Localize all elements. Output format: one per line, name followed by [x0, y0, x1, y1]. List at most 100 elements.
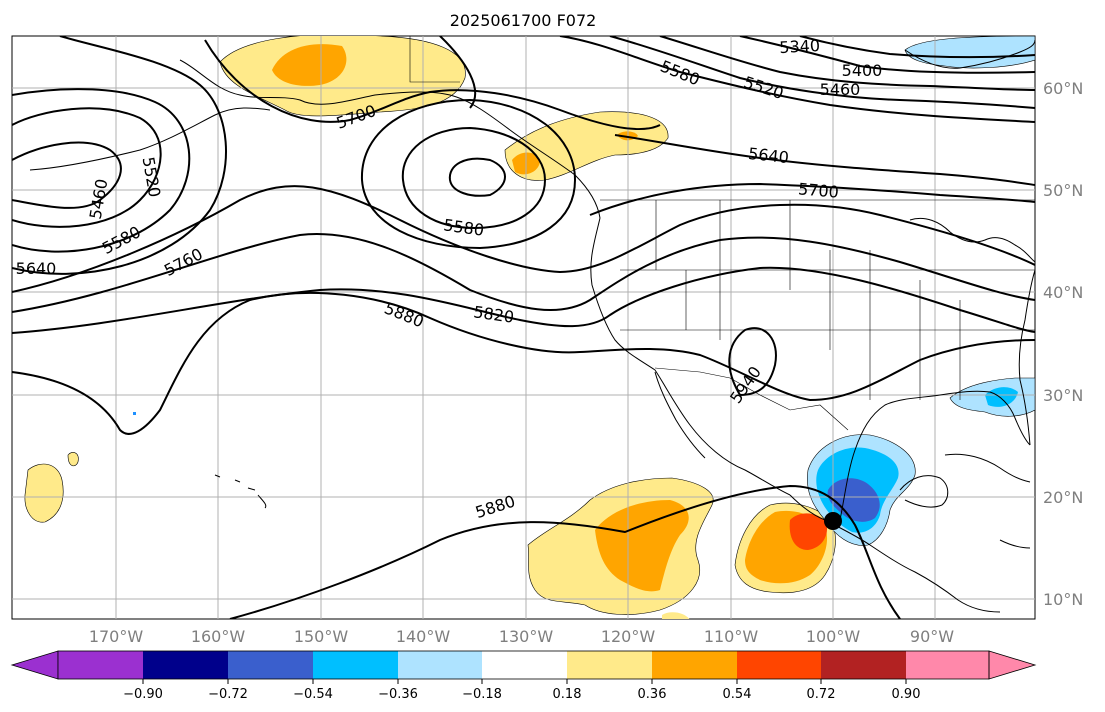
contour-line: [12, 185, 1035, 293]
contour-line: [12, 107, 162, 228]
map-panel: 5340 5400 5460 5520 5580 5640 5700 5460 …: [11, 35, 1036, 620]
us-mexico-border: [654, 367, 849, 431]
atlantic-coast: [1018, 269, 1035, 446]
state-lines: [620, 200, 1035, 400]
contour-line: [12, 36, 227, 275]
colorbar-bin: [313, 651, 399, 679]
lat-label: 60°N: [1043, 79, 1083, 98]
alaska-canada-border: [409, 36, 460, 83]
contour-line: [559, 36, 1035, 123]
colorbar-tick-label: −0.18: [462, 687, 502, 702]
colorbar-bin: [143, 651, 229, 679]
colorbar-tick-label: 0.54: [723, 687, 752, 702]
lon-label: 130°W: [499, 627, 554, 646]
contour-line: [12, 88, 191, 253]
coastlines: [29, 39, 1035, 613]
lon-label: 160°W: [191, 627, 246, 646]
contour-label: 5340: [779, 36, 821, 57]
contour-line: [609, 36, 1035, 109]
colorbar-bin: [228, 651, 314, 679]
anomaly-shading: [24, 36, 1035, 619]
hispaniola: [999, 539, 1031, 549]
anomaly-positive-small-south: [662, 612, 690, 619]
contour-label: 5640: [16, 259, 57, 278]
political-borders: [409, 36, 1035, 431]
colorbar-bin: [58, 651, 144, 679]
mexico-south-coast: [789, 494, 1001, 613]
contour-label: 5640: [747, 144, 789, 167]
contour-line: [360, 98, 577, 250]
lon-label: 90°W: [910, 627, 954, 646]
lon-label: 140°W: [396, 627, 451, 646]
contour-line: [799, 36, 1035, 59]
colorbar-ticks: [142, 679, 907, 684]
alaska-coast: [179, 59, 601, 219]
anomaly-strong-positive-mexico: [789, 513, 828, 550]
anomaly-negative-florida-core: [985, 387, 1018, 407]
colorbar-bin: [398, 651, 483, 679]
na-west-coast: [590, 217, 791, 496]
small-blue-dot: [133, 412, 136, 415]
baja-california: [654, 371, 706, 459]
height-contours: [12, 36, 1035, 619]
colorbar-bin: [821, 651, 907, 679]
anomaly-positive-west-pacific: [24, 463, 64, 523]
colorbar-tick-label: 0.18: [553, 687, 582, 702]
contour-label: 5700: [797, 179, 839, 201]
contour-line: [12, 233, 1035, 313]
lon-label: 170°W: [89, 627, 144, 646]
gulf-coast: [839, 390, 1031, 521]
contour-line: [739, 36, 1035, 74]
colorbar-tick-label: −0.54: [293, 687, 333, 702]
colorbar-tick-label: −0.36: [378, 687, 418, 702]
storm-center-marker: [824, 512, 842, 530]
map-title: 2025061700 F072: [450, 11, 597, 30]
anomaly-positive-alaska-core: [272, 44, 347, 86]
colorbar-bin: [567, 651, 653, 679]
colorbar-tick-label: −0.72: [208, 687, 248, 702]
anomaly-negative-hudson: [904, 36, 1035, 69]
contour-line: [439, 36, 477, 109]
lat-label: 40°N: [1043, 283, 1083, 302]
contour-line: [614, 134, 1035, 186]
colorbar-bin: [652, 651, 738, 679]
yucatan: [899, 475, 949, 508]
colorbar-tick-label: 0.36: [638, 687, 667, 702]
contour-line: [401, 126, 547, 230]
colorbar-tick-label: 0.72: [807, 687, 836, 702]
contour-line: [728, 327, 777, 396]
colorbar-bin: [906, 651, 989, 679]
hudson-bay: [904, 39, 1035, 69]
contour-label: 5400: [842, 61, 883, 80]
lon-label: 120°W: [601, 627, 656, 646]
latitude-labels: 60°N 50°N 40°N 30°N 20°N 10°N: [1043, 79, 1083, 609]
contour-line: [659, 36, 1035, 91]
lat-label: 30°N: [1043, 386, 1083, 405]
anomaly-negative-gulf-core: [827, 478, 880, 522]
colorbar-bin: [737, 651, 822, 679]
lat-label: 20°N: [1043, 488, 1083, 507]
hawaii-islands: [214, 474, 267, 509]
colorbar-outline: [57, 650, 990, 680]
contour-label: 5460: [820, 80, 861, 99]
lat-label: 10°N: [1043, 590, 1083, 609]
anomaly-positive-east-pacific-core: [595, 500, 689, 592]
lon-label: 100°W: [806, 627, 861, 646]
aleutian-chain: [29, 107, 271, 171]
contour-line: [229, 484, 901, 619]
colorbar-bin: [482, 651, 568, 679]
lon-label: 150°W: [294, 627, 349, 646]
anomaly-positive-west-pacific-small: [67, 452, 79, 467]
longitude-labels: 170°W 160°W 150°W 140°W 130°W 120°W 110°…: [89, 627, 954, 646]
contour-line: [204, 39, 661, 131]
contour-line: [448, 157, 506, 197]
great-lakes: [909, 217, 1035, 263]
lon-label: 110°W: [704, 627, 759, 646]
colorbar-tick-label: 0.90: [892, 687, 921, 702]
colorbar-extend-left: [10, 650, 59, 680]
gridlines: [12, 36, 1035, 619]
contour-line: [589, 182, 1035, 216]
contour-line: [12, 141, 122, 209]
lat-label: 50°N: [1043, 181, 1083, 200]
colorbar-extend-right: [988, 650, 1037, 680]
